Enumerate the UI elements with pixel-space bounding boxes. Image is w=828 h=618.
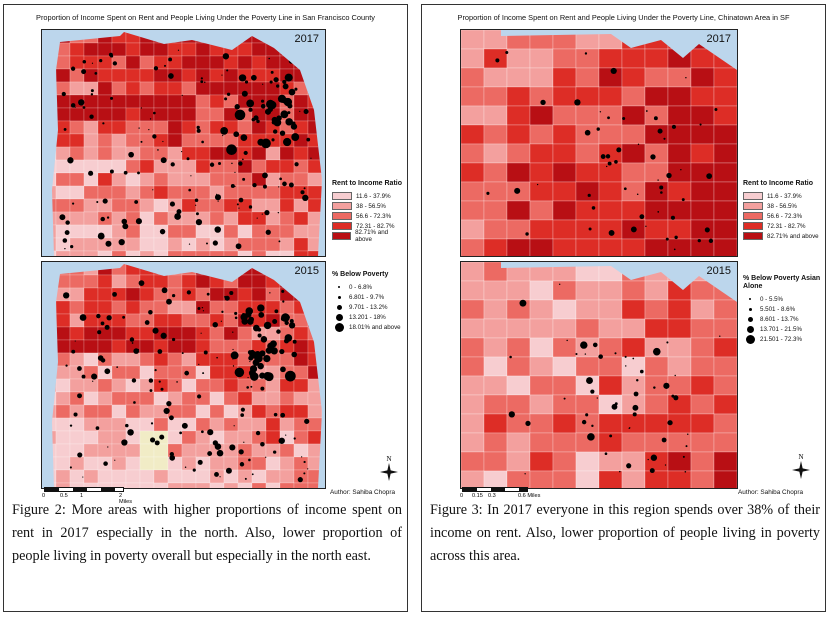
legend-item: 6.801 - 9.7%: [332, 292, 408, 302]
chinatown-map-2015-canvas: [461, 262, 737, 488]
legend-dot: [335, 313, 343, 321]
compass-icon: [792, 461, 810, 479]
north-arrow: N: [376, 455, 402, 483]
legend-item: 9.701 - 13.2%: [332, 302, 408, 312]
legend-item: 13.201 - 18%: [332, 312, 408, 322]
poverty-legend: % Below Poverty 0 - 6.8% 6.801 - 9.7% 9.…: [332, 271, 408, 332]
figure-3-caption: Figure 3: In 2017 everyone in this regio…: [430, 502, 820, 564]
legend-item: 5.501 - 8.6%: [743, 304, 823, 314]
legend-item: 0 - 5.5%: [743, 294, 823, 304]
legend-swatch: [332, 192, 352, 200]
poverty-legend: % Below Poverty Asian Alone 0 - 5.5% 5.5…: [743, 275, 823, 344]
legend-dot: [338, 286, 340, 288]
legend-item: 11.6 - 37.9%: [332, 191, 404, 201]
rent-legend-title: Rent to Income Ratio: [332, 180, 403, 187]
legend-item: 56.6 - 72.3%: [332, 211, 404, 221]
figure-3-title: Proportion of Income Spent on Rent and P…: [457, 13, 790, 22]
figure-3-panel: Proportion of Income Spent on Rent and P…: [421, 4, 826, 612]
sf-county-map-2015-canvas: [52, 264, 322, 488]
legend-swatch: [332, 212, 352, 220]
legend-item: 18.01% and above: [332, 322, 408, 332]
rent-legend-title: Rent to Income Ratio: [743, 180, 814, 187]
legend-dot: [334, 322, 344, 332]
map-year-label: 2015: [706, 265, 731, 277]
map-year-label: 2015: [294, 265, 319, 277]
chinatown-map-2017: 2017: [460, 29, 738, 257]
legend-dot: [745, 334, 755, 344]
chinatown-map-2017-canvas: [461, 30, 737, 256]
legend-swatch: [332, 232, 352, 240]
legend-dot: [748, 307, 752, 311]
chinatown-map-2015: 2015: [460, 261, 738, 489]
legend-item: 38 - 56.5%: [332, 201, 404, 211]
legend-dot: [337, 295, 341, 299]
rent-legend: Rent to Income Ratio 11.6 - 37.9% 38 - 5…: [743, 180, 823, 241]
author-credit: Author: Sahiba Chopra: [738, 489, 804, 496]
legend-item: 13.701 - 21.5%: [743, 324, 823, 334]
scale-bar: 0 0.15 0.3 0.6 Miles: [460, 487, 552, 501]
poverty-legend-title: % Below Poverty Asian Alone: [743, 275, 821, 290]
legend-swatch: [743, 202, 763, 210]
legend-swatch: [332, 222, 352, 230]
legend-swatch: [743, 232, 763, 240]
figure-2-caption: Figure 2: More areas with higher proport…: [12, 502, 402, 564]
legend-item: 72.31 - 82.7%: [332, 221, 404, 231]
sf-county-map-2017-canvas: [52, 32, 322, 256]
legend-item: 0 - 6.8%: [332, 282, 408, 292]
sf-county-map-2017: 2017: [41, 29, 326, 257]
legend-item: 82.71% and above: [743, 231, 823, 241]
legend-swatch: [743, 212, 763, 220]
map-year-label: 2017: [706, 33, 731, 45]
author-credit: Author: Sahiba Chopra: [330, 489, 396, 496]
legend-dot: [749, 298, 751, 300]
poverty-legend-title: % Below Poverty: [332, 271, 389, 278]
legend-item: 21.501 - 72.3%: [743, 334, 823, 344]
figure-2-title: Proportion of Income Spent on Rent and P…: [36, 13, 375, 22]
legend-item: 8.601 - 13.7%: [743, 314, 823, 324]
legend-item: 11.6 - 37.9%: [743, 191, 823, 201]
figure-2-panel: Proportion of Income Spent on Rent and P…: [3, 4, 408, 612]
legend-swatch: [743, 192, 763, 200]
legend-swatch: [743, 222, 763, 230]
legend-item: 72.31 - 82.7%: [743, 221, 823, 231]
compass-icon: [380, 463, 398, 481]
legend-swatch: [332, 202, 352, 210]
legend-dot: [747, 316, 753, 322]
north-arrow: N: [788, 453, 814, 481]
scale-bar: 0 0.5 1 2 Miles: [42, 487, 134, 505]
legend-item: 38 - 56.5%: [743, 201, 823, 211]
legend-item: 82.71% and above: [332, 229, 404, 243]
sf-county-map-2015: 2015: [41, 261, 326, 489]
legend-item: 56.6 - 72.3%: [743, 211, 823, 221]
map-year-label: 2017: [294, 33, 319, 45]
legend-dot: [336, 304, 342, 310]
rent-legend: Rent to Income Ratio 11.6 - 37.9% 38 - 5…: [332, 180, 404, 243]
legend-dot: [746, 325, 754, 333]
